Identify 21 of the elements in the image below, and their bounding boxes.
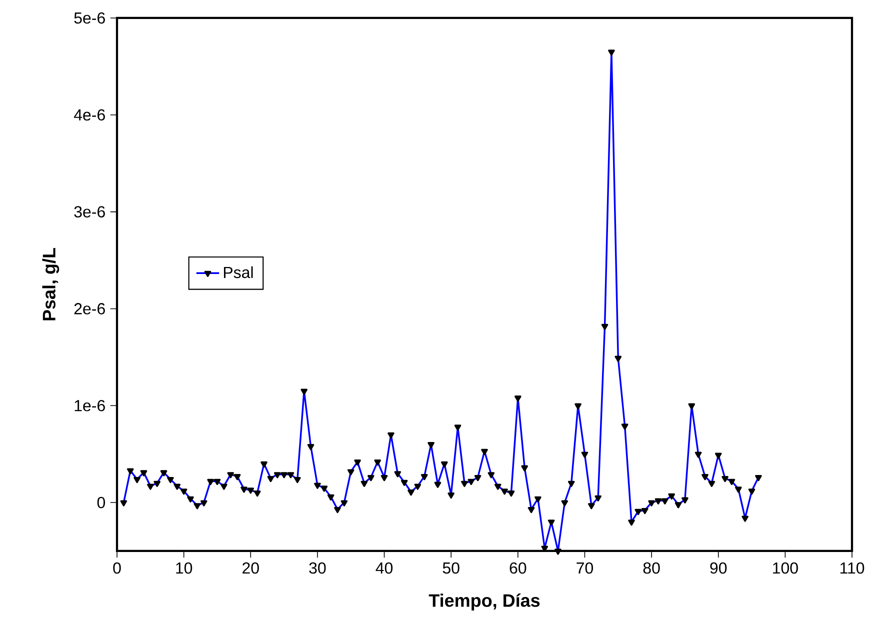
x-tick-label: 30 (309, 562, 326, 574)
x-tick-label: 90 (710, 562, 727, 574)
x-tick-label: 70 (576, 562, 594, 574)
y-tick-label: 2e-6 (74, 303, 105, 314)
x-tick-label: 50 (442, 562, 460, 574)
x-axis-title: Tiempo, Días (428, 594, 540, 610)
y-axis-title: Psal, g/L (42, 248, 60, 320)
y-tick-label: 5e-6 (74, 12, 105, 24)
x-tick-label: 10 (176, 562, 192, 574)
y-tick-label: 0 (97, 496, 106, 508)
x-tick-label: 110 (840, 562, 864, 574)
legend-label: Psal (224, 266, 253, 278)
x-tick-label: 60 (510, 562, 526, 574)
x-tick-label: 80 (643, 562, 660, 574)
x-tick-label: 100 (773, 562, 798, 574)
y-tick-label: 3e-6 (74, 206, 105, 218)
x-tick-label: 20 (242, 562, 259, 574)
x-tick-label: 0 (113, 562, 121, 574)
y-tick-label: 1e-6 (74, 400, 105, 412)
y-tick-label: 4e-6 (74, 109, 105, 121)
x-tick-label: 40 (376, 562, 393, 574)
